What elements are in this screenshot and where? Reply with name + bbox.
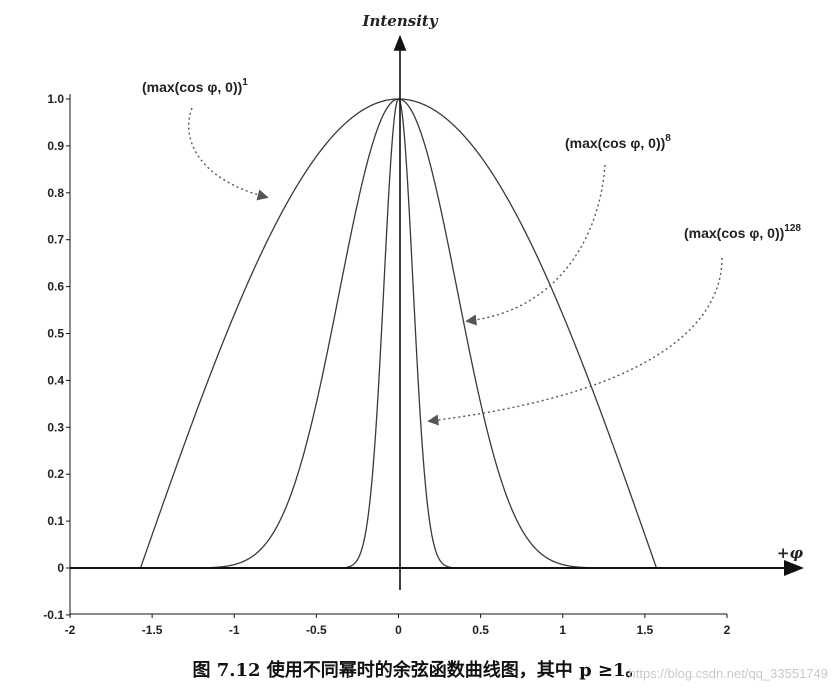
x-tick-label: 0.5 [472, 623, 489, 637]
cosine-power-chart: Intensity +φ 1.0 0.9 0.8 0.7 0.6 0.5 0.4 0.3 0.2 0… [43, 12, 804, 637]
series-label-exponent: 8 [665, 133, 671, 144]
annotation-arrow-p8 [465, 164, 606, 326]
series-label-p128: (max(cos φ, 0))128 [684, 223, 801, 241]
series-label-exponent: 128 [784, 223, 801, 234]
x-tick-label: -0.5 [306, 623, 327, 637]
series-label-p1: (max(cos φ, 0))1 [142, 77, 248, 95]
curves-group [70, 98, 727, 569]
y-tick-label: 0.7 [47, 233, 64, 247]
y-tick-label: 0.3 [47, 420, 64, 434]
series-line-p8 [70, 98, 727, 569]
annotation-arrow-p128 [427, 257, 723, 426]
y-tick-label: 0.8 [47, 186, 64, 200]
series-label-p8: (max(cos φ, 0))8 [565, 133, 671, 151]
x-tick-label: -2 [65, 623, 76, 637]
y-tick-label: 0.6 [47, 280, 64, 294]
y-tick-label: 1.0 [47, 92, 64, 106]
y-tick-label: -0.1 [43, 608, 64, 622]
x-tick-label: 1.5 [637, 623, 654, 637]
annotation-arrow-p1 [188, 107, 269, 201]
y-tick-label: 0.5 [47, 327, 64, 341]
x-tick-label: 0 [395, 623, 402, 637]
figure-caption: 图 7.12 使用不同幂时的余弦函数曲线图，其中 p ≥1。 [192, 660, 644, 681]
x-tick-label: -1 [229, 623, 240, 637]
y-tick-label: 0.9 [47, 139, 64, 153]
y-tick-label: 0.4 [47, 373, 64, 387]
x-tick-label: 2 [724, 623, 731, 637]
series-line-p128 [70, 98, 727, 569]
annotations-group: (max(cos φ, 0))1(max(cos φ, 0))8(max(cos… [142, 77, 801, 426]
x-tick-label: -1.5 [142, 623, 163, 637]
watermark-text: https://blog.csdn.net/qq_33551749 [628, 666, 829, 681]
y-tick-label: 0.2 [47, 467, 64, 481]
x-tick-label: 1 [559, 623, 566, 637]
x-axis-title: +φ [777, 544, 804, 562]
series-label-exponent: 1 [242, 77, 248, 88]
ticks-group: 1.0 0.9 0.8 0.7 0.6 0.5 0.4 0.3 0.2 0.1 0 -0.1-2 -1.… [43, 92, 730, 637]
series-label-text: (max(cos φ, 0)) [142, 79, 242, 95]
y-axis-title: Intensity [361, 12, 438, 30]
series-line-p1 [70, 98, 727, 569]
axes-group: Intensity +φ [69, 12, 804, 615]
series-label-text: (max(cos φ, 0)) [684, 225, 784, 241]
series-label-text: (max(cos φ, 0)) [565, 135, 665, 151]
y-tick-label: 0 [57, 561, 64, 575]
y-tick-label: 0.1 [47, 514, 64, 528]
